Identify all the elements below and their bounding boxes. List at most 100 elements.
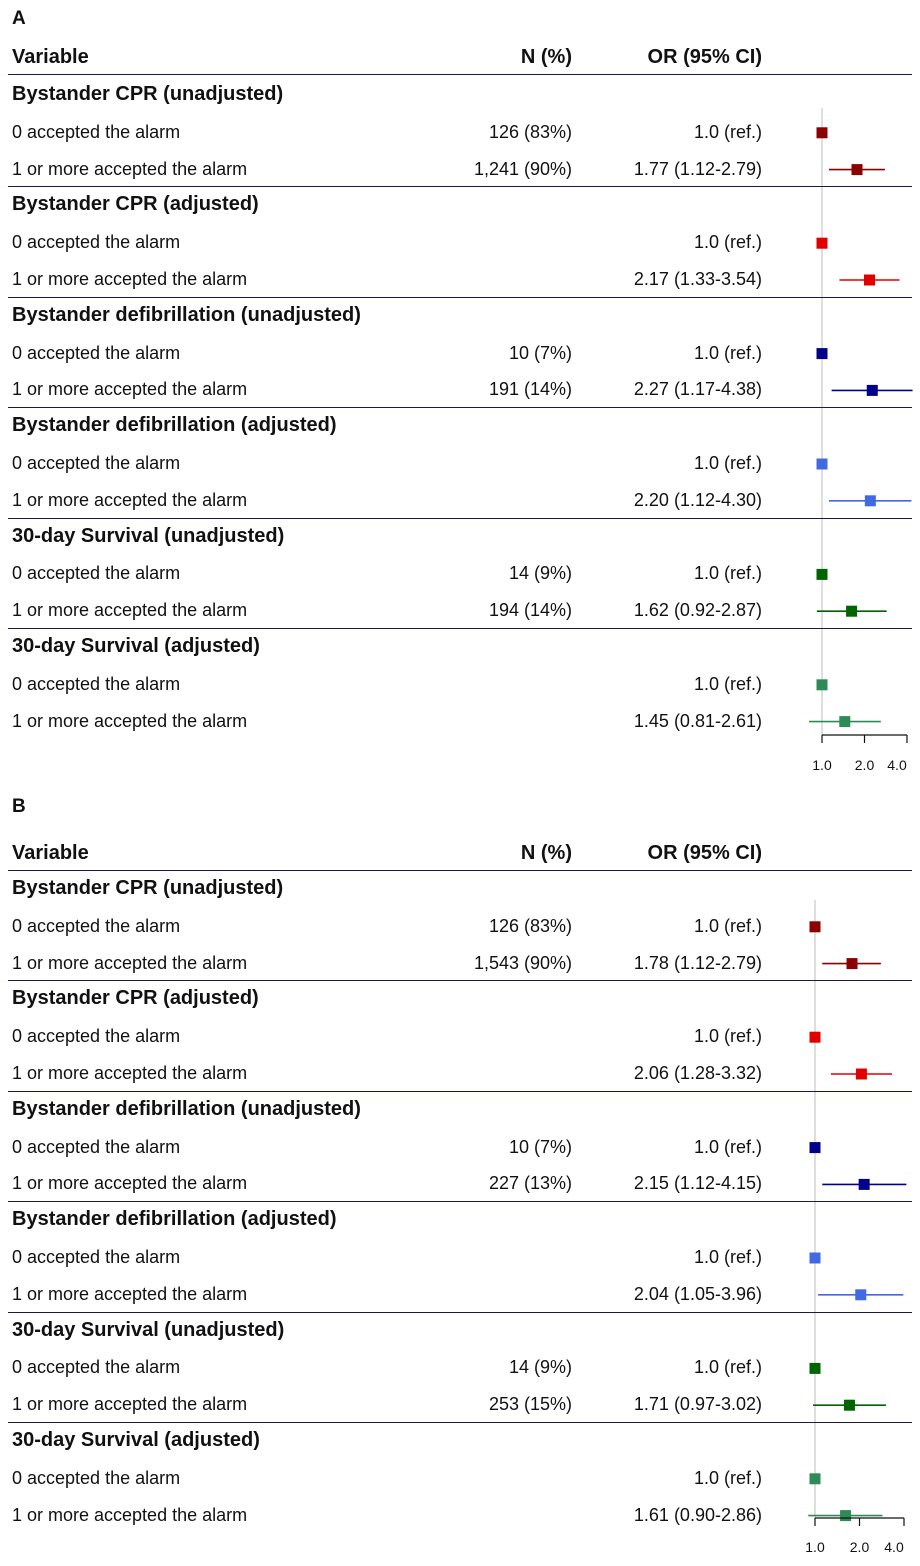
row-label: 0 accepted the alarm [12,1247,181,1267]
group-separator [8,628,912,629]
row-odds-ratio: 1.0 (ref.) [693,453,762,473]
row-label: 0 accepted the alarm [12,1357,181,1378]
row-label: 1 or more accepted the alarm [12,600,248,621]
column-header-or: OR (95% CI) [647,46,762,68]
row-odds-ratio: 2.27 (1.17-4.38) [633,379,762,400]
row-label: 1 or more accepted the alarm [12,1063,248,1083]
row-label: 1 or more accepted the alarm [12,1394,248,1415]
point-estimate-marker [809,1362,821,1374]
panel-label: A [12,8,26,29]
row-odds-ratio: 1.45 (0.81-2.61) [633,710,762,731]
group-separator [8,186,912,188]
row-n-percent: 126 (83%) [488,121,572,142]
row-label: 0 accepted the alarm [12,1467,181,1488]
forest-plot-panel-a: A Variable N (%) OR (95% CI) 1.0 2.0 4.0 Bysta… [8,8,913,773]
row-odds-ratio: 1.0 (ref.) [693,342,762,363]
point-estimate-marker [846,958,858,970]
row-label: 0 accepted the alarm [12,453,181,473]
row-odds-ratio: 2.04 (1.05-3.96) [633,1283,762,1304]
point-estimate-marker [864,495,876,507]
row-odds-ratio: 1.0 (ref.) [693,673,762,694]
group-title: 30-day Survival (unadjusted) [12,524,285,547]
row-label: 0 accepted the alarm [12,673,181,694]
point-estimate-marker [809,921,821,933]
point-estimate-marker [816,568,828,580]
header-rule [8,74,912,75]
row-label: 1 or more accepted the alarm [12,1173,248,1194]
row-odds-ratio: 1.0 (ref.) [693,1247,762,1267]
group-separator [8,517,912,519]
row-n-percent: 1,241 (90%) [473,158,572,179]
column-header-n: N (%) [520,46,572,68]
row-label: 0 accepted the alarm [12,563,181,584]
x-axis-tick-label: 1.0 [805,1539,825,1555]
row-odds-ratio: 1.0 (ref.) [693,1136,762,1157]
row-label: 1 or more accepted the alarm [12,952,248,973]
row-label: 0 accepted the alarm [12,915,181,936]
row-odds-ratio: 1.62 (0.92-2.87) [633,600,762,621]
row-odds-ratio: 1.71 (0.97-3.02) [633,1394,762,1415]
row-odds-ratio: 1.0 (ref.) [693,232,762,253]
row-n-percent: 227 (13%) [488,1173,572,1194]
group-title: 30-day Survival (adjusted) [12,1429,260,1451]
group-title: Bystander CPR (unadjusted) [12,83,284,105]
row-odds-ratio: 1.78 (1.12-2.79) [633,952,762,973]
group-title: Bystander CPR (adjusted) [12,987,259,1010]
x-axis-tick-label: 4.0 [887,757,907,773]
row-odds-ratio: 2.15 (1.12-4.15) [633,1173,762,1194]
row-label: 1 or more accepted the alarm [12,489,248,510]
point-estimate-marker [843,1399,855,1411]
group-title: 30-day Survival (unadjusted) [12,1318,285,1341]
group-separator [8,1090,912,1092]
x-axis-tick-label: 2.0 [855,757,875,773]
group-title: Bystander defibrillation (adjusted) [12,414,337,437]
row-odds-ratio: 1.0 (ref.) [693,563,762,584]
column-header-variable: Variable [12,842,89,864]
forest-plot-svg: 1.0 2.0 4.0 [805,900,907,1555]
row-label: 0 accepted the alarm [12,342,181,363]
row-odds-ratio: 1.0 (ref.) [693,121,762,142]
point-estimate-marker [816,127,828,139]
row-odds-ratio: 1.77 (1.12-2.79) [633,158,762,179]
row-n-percent: 14 (9%) [508,563,572,584]
row-label: 1 or more accepted the alarm [12,158,248,179]
group-separator [8,980,912,982]
x-axis-tick-label: 2.0 [850,1539,870,1555]
group-title: Bystander CPR (adjusted) [12,193,259,216]
row-label: 0 accepted the alarm [12,232,181,253]
row-odds-ratio: 1.0 (ref.) [693,1467,762,1488]
header-rule [8,870,912,871]
row-odds-ratio: 2.20 (1.12-4.30) [633,489,762,510]
row-n-percent: 253 (15%) [488,1394,572,1415]
row-odds-ratio: 1.0 (ref.) [693,1357,762,1378]
point-estimate-marker [851,164,863,176]
row-n-percent: 126 (83%) [488,915,572,936]
point-estimate-marker [816,679,828,691]
point-estimate-marker [858,1178,870,1190]
forest-plot-panel-b: B Variable N (%) OR (95% CI) 1.0 2.0 4.0 Bysta… [0,790,920,1566]
row-n-percent: 194 (14%) [488,600,572,621]
group-title: Bystander defibrillation (unadjusted) [12,303,361,326]
point-estimate-marker [855,1068,867,1080]
point-estimate-marker [809,1473,821,1485]
row-label: 1 or more accepted the alarm [12,269,248,289]
x-axis-tick-label: 1.0 [812,757,832,773]
group-separator [8,1201,912,1203]
group-separator [8,296,912,298]
row-odds-ratio: 2.06 (1.28-3.32) [633,1063,762,1083]
point-estimate-marker [816,237,828,249]
group-separator [8,1311,912,1313]
group-title: Bystander defibrillation (adjusted) [12,1208,337,1231]
point-estimate-marker [809,1031,821,1043]
x-axis-tick-label: 4.0 [884,1539,904,1555]
row-odds-ratio: 1.0 (ref.) [693,915,762,936]
row-label: 0 accepted the alarm [12,121,181,142]
point-estimate-marker [846,605,858,617]
point-estimate-marker [816,458,828,470]
point-estimate-marker [866,384,878,396]
point-estimate-marker [809,1142,821,1154]
row-n-percent: 1,543 (90%) [473,952,572,973]
row-n-percent: 10 (7%) [508,342,572,363]
row-n-percent: 191 (14%) [488,379,572,400]
group-title: 30-day Survival (adjusted) [12,635,260,657]
